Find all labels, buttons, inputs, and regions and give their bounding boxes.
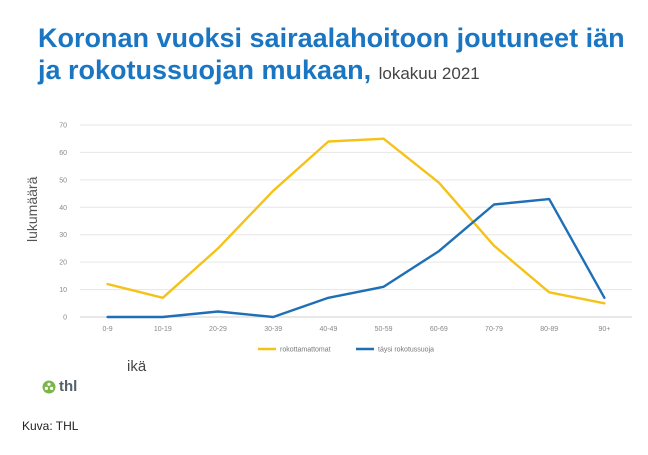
y-tick-0: 0 (63, 315, 67, 322)
y-tick-30: 30 (59, 232, 67, 239)
series-lines (106, 137, 606, 319)
x-tick-labels: 0-9 10-19 20-29 30-39 40-49 50-59 60-69 70-79 80… (103, 326, 611, 333)
title-subtitle: lokakuu 2021 (378, 64, 480, 83)
x-tick-90+: 90+ (598, 326, 610, 333)
x-tick-80-89: 80-89 (540, 326, 558, 333)
x-tick-50-59: 50-59 (375, 326, 393, 333)
thl-logo-text: thl (59, 378, 78, 395)
y-tick-40: 40 (59, 205, 67, 212)
legend-label-1: rokottamattomat (280, 347, 331, 354)
gridlines (80, 124, 632, 318)
x-tick-60-69: 60-69 (430, 326, 448, 333)
y-tick-labels: 0 10 20 30 40 50 60 70 (59, 123, 67, 322)
image-caption: Kuva: THL (22, 419, 79, 433)
x-tick-0-9: 0-9 (103, 326, 113, 333)
y-tick-10: 10 (59, 287, 67, 294)
series-line-2 (106, 197, 606, 319)
y-tick-70: 70 (59, 123, 67, 130)
title-main: Koronan vuoksi sairaalahoitoon joutuneet… (38, 23, 625, 85)
legend: rokottamattomat täysi rokotussuoja (258, 347, 434, 354)
x-tick-30-39: 30-39 (264, 326, 282, 333)
x-tick-40-49: 40-49 (319, 326, 337, 333)
chart-title: Koronan vuoksi sairaalahoitoon joutuneet… (38, 22, 638, 90)
legend-label-2: täysi rokotussuoja (378, 347, 434, 354)
y-tick-20: 20 (59, 260, 67, 267)
x-tick-70-79: 70-79 (485, 326, 503, 333)
thl-logo-icon (42, 380, 56, 393)
line-chart: 0 10 20 30 40 50 60 70 0-9 10-19 20-29 30-39 40-49 5… (59, 123, 632, 354)
thl-logo: thl (42, 378, 77, 395)
y-tick-60: 60 (59, 150, 67, 157)
x-tick-10-19: 10-19 (154, 326, 172, 333)
x-tick-20-29: 20-29 (209, 326, 227, 333)
x-axis-label: ikä (127, 358, 147, 375)
y-tick-50: 50 (59, 177, 67, 184)
series-line-1 (106, 137, 606, 305)
